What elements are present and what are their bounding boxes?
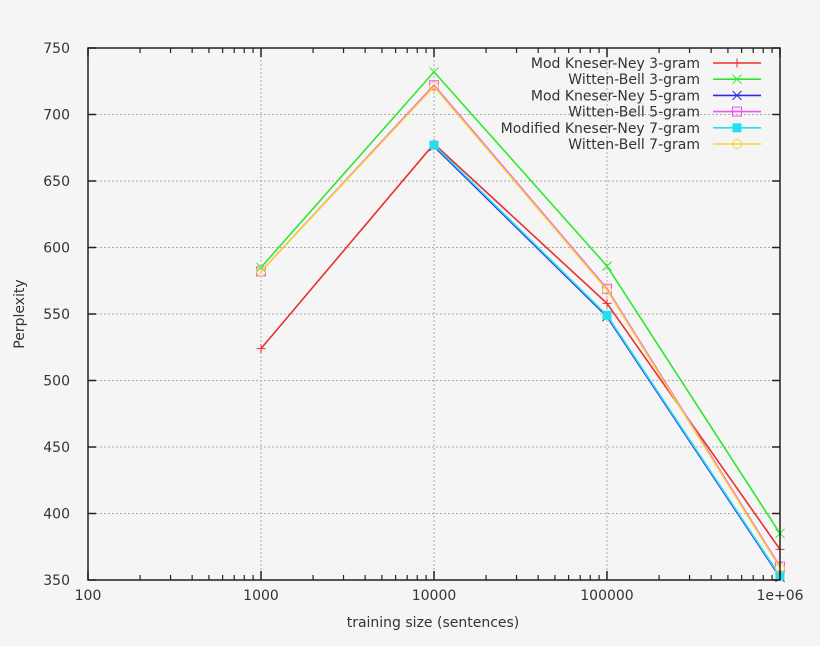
star-marker-icon xyxy=(732,90,742,101)
legend-item: Modified Kneser-Ney 7-gram xyxy=(501,121,761,137)
legend-item: Witten-Bell 7-gram xyxy=(568,137,761,153)
circle-marker-icon xyxy=(256,266,266,277)
legend-label: Mod Kneser-Ney 3-gram xyxy=(531,56,700,72)
plus-marker-icon xyxy=(602,298,612,308)
y-tick-label: 600 xyxy=(43,241,70,257)
y-tick-label: 350 xyxy=(43,573,70,589)
filled-square-marker-icon xyxy=(602,310,612,320)
legend-item: Witten-Bell 5-gram xyxy=(568,105,761,121)
square-marker-icon xyxy=(732,106,742,117)
series-line xyxy=(260,70,781,534)
x-tick-label: 1000 xyxy=(243,588,279,604)
axis-ticks xyxy=(87,47,781,581)
plus-marker-icon xyxy=(256,344,266,354)
y-tick-label: 450 xyxy=(43,440,70,456)
legend-item: Witten-Bell 3-gram xyxy=(568,72,761,88)
y-tick-label: 550 xyxy=(43,307,70,323)
plus-marker-icon xyxy=(732,58,742,68)
cross-marker-icon xyxy=(602,261,612,271)
legend-label: Witten-Bell 5-gram xyxy=(568,105,700,121)
y-tick-label: 400 xyxy=(43,507,70,523)
legend-label: Witten-Bell 7-gram xyxy=(568,137,700,153)
legend-label: Witten-Bell 3-gram xyxy=(568,72,700,88)
circle-marker-icon xyxy=(732,139,742,149)
cross-marker-icon xyxy=(732,74,742,85)
y-tick-label: 750 xyxy=(43,41,70,57)
cross-marker-icon xyxy=(256,262,266,273)
filled-square-marker-icon xyxy=(429,140,439,150)
y-tick-label: 700 xyxy=(43,108,70,124)
x-tick-label: 10000 xyxy=(412,588,457,604)
legend-item: Mod Kneser-Ney 3-gram xyxy=(531,56,761,72)
x-tick-label: 100000 xyxy=(580,588,633,604)
x-tick-label: 100 xyxy=(75,588,102,604)
legend-label: Modified Kneser-Ney 7-gram xyxy=(501,121,700,137)
circle-marker-icon xyxy=(602,285,612,296)
cross-marker-icon xyxy=(429,67,439,77)
data-series xyxy=(256,67,785,583)
y-tick-label: 650 xyxy=(43,174,70,190)
x-tick-label: 1e+06 xyxy=(756,588,803,604)
y-axis-label: Perplexity xyxy=(12,279,28,348)
x-tick-labels: 100 1000 10000 100000 1e+06 xyxy=(75,588,804,604)
x-axis-label: training size (sentences) xyxy=(347,615,520,631)
legend-label: Mod Kneser-Ney 5-gram xyxy=(531,88,700,104)
filled-square-marker-icon xyxy=(732,123,742,133)
series-line xyxy=(260,85,781,569)
legend-item: Mod Kneser-Ney 5-gram xyxy=(531,88,761,104)
circle-marker-icon xyxy=(429,81,439,92)
y-tick-label: 500 xyxy=(43,374,70,390)
y-tick-labels: 350 400 450 500 550 600 650 700 750 xyxy=(43,41,70,589)
grid-lines xyxy=(88,48,780,580)
